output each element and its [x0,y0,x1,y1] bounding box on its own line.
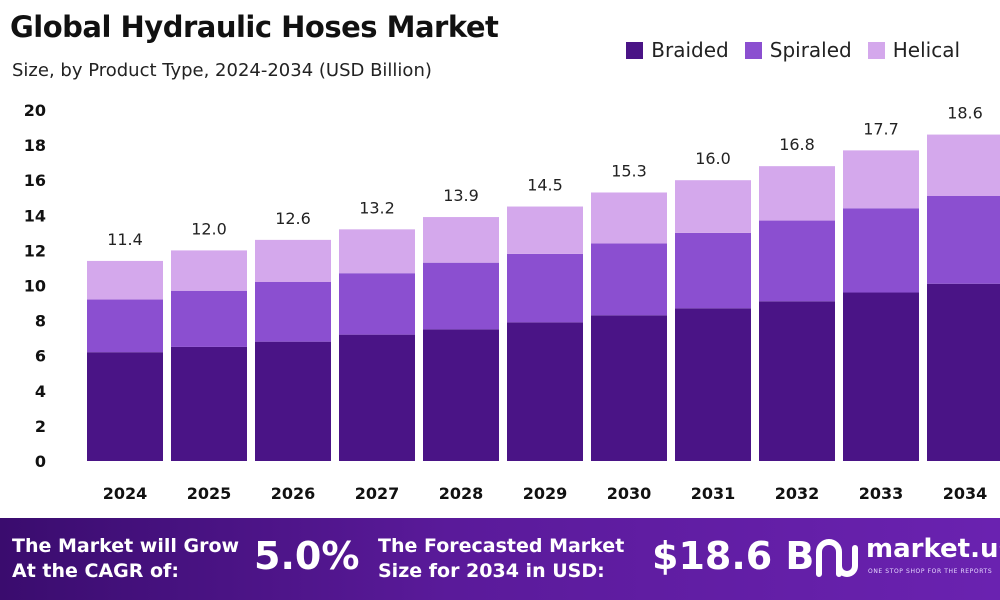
y-tick-label: 8 [35,312,46,331]
bar-segment-braided-2031 [675,308,751,461]
bar-segment-spiraled-2026 [255,281,331,342]
bar-segment-helical-2028 [423,217,499,263]
bar-segment-helical-2027 [339,229,415,274]
market-us-logo-icon [816,539,858,577]
legend-label-braided: Braided [651,38,729,62]
bar-segment-spiraled-2027 [339,273,415,335]
total-label-2030: 15.3 [611,161,647,180]
y-tick-label: 10 [24,277,46,296]
bar-segment-spiraled-2034 [927,195,1000,284]
y-tick-label: 16 [24,171,46,190]
bar-segment-braided-2034 [927,283,1000,461]
bar-segment-spiraled-2024 [87,299,163,353]
bar-segment-braided-2028 [423,329,499,461]
x-tick-label-2024: 2024 [103,484,148,503]
legend-swatch-helical [867,41,885,59]
bar-segment-spiraled-2028 [423,262,499,330]
bar-segment-braided-2029 [507,322,583,461]
legend-item-helical: Helical [867,38,960,62]
y-tick-label: 18 [24,136,46,155]
x-tick-label-2034: 2034 [943,484,988,503]
cagr-label: The Market will Grow At the CAGR of: [12,534,239,584]
stacked-bar-chart: 0 2 4 6 8 10 12 14 16 18 20 11.4 2024 12.0 2025 12.6 202… [24,101,1000,503]
legend-item-braided: Braided [626,38,729,62]
bar-segment-braided-2026 [255,341,331,461]
y-tick-label: 14 [24,206,46,225]
x-tick-label-2033: 2033 [859,484,904,503]
bar-segment-braided-2033 [843,292,919,461]
bar-segment-spiraled-2029 [507,253,583,323]
total-label-2026: 12.6 [275,209,311,228]
cagr-value: 5.0% [254,534,360,578]
brand-tagline: ONE STOP SHOP FOR THE REPORTS [868,568,993,575]
total-label-2033: 17.7 [863,119,899,138]
bar-segment-helical-2033 [843,150,919,209]
bar-segment-spiraled-2030 [591,243,667,316]
bar-segment-braided-2030 [591,315,667,461]
y-tick-label: 20 [24,101,46,120]
total-label-2027: 13.2 [359,198,395,217]
legend-label-spiraled: Spiraled [769,38,852,62]
y-tick-label: 2 [35,417,46,436]
bar-segment-helical-2029 [507,206,583,254]
x-tick-label-2029: 2029 [523,484,568,503]
bar-segment-spiraled-2025 [171,290,247,347]
total-label-2034: 18.6 [947,104,983,123]
y-tick-label: 12 [24,241,46,260]
total-label-2024: 11.4 [107,230,143,249]
chart-legend: Braided Spiraled Helical [626,38,960,62]
bar-segment-helical-2030 [591,192,667,244]
bar-segment-helical-2034 [927,134,1000,196]
bar-segment-braided-2025 [171,346,247,461]
legend-swatch-braided [626,41,644,59]
y-tick-label: 0 [35,452,46,471]
brand-name: market.us [866,534,1000,564]
cagr-label-line2: At the CAGR of: [12,560,179,582]
forecast-value: $18.6 B [652,534,815,578]
chart-subtitle: Size, by Product Type, 2024-2034 (USD Bi… [12,60,432,81]
bar-segment-helical-2024 [87,260,163,300]
bar-segment-helical-2025 [171,250,247,291]
y-tick-label: 4 [35,382,46,401]
y-tick-label: 6 [35,347,46,366]
bar-segment-spiraled-2032 [759,220,835,302]
bar-segment-helical-2031 [675,180,751,233]
x-tick-label-2030: 2030 [607,484,652,503]
bar-segment-braided-2032 [759,301,835,461]
cagr-label-line1: The Market will Grow [12,535,240,557]
x-tick-label-2031: 2031 [691,484,736,503]
x-tick-label-2025: 2025 [187,484,232,503]
forecast-label-line1: The Forecasted Market [378,535,625,557]
bar-segment-braided-2024 [87,352,163,461]
total-label-2032: 16.8 [779,135,815,154]
forecast-label-line2: Size for 2034 in USD: [378,560,605,582]
bar-segment-spiraled-2031 [675,232,751,309]
x-tick-label-2026: 2026 [271,484,316,503]
bar-segment-helical-2032 [759,166,835,221]
total-label-2031: 16.0 [695,149,731,168]
bar-segment-spiraled-2033 [843,208,919,293]
x-tick-label-2028: 2028 [439,484,484,503]
legend-label-helical: Helical [892,38,960,62]
total-label-2028: 13.9 [443,186,479,205]
chart-title: Global Hydraulic Hoses Market [10,10,499,44]
x-tick-label-2032: 2032 [775,484,820,503]
forecast-label: The Forecasted Market Size for 2034 in U… [378,534,624,584]
legend-item-spiraled: Spiraled [744,38,852,62]
bar-segment-braided-2027 [339,334,415,461]
total-label-2029: 14.5 [527,176,563,195]
x-tick-label-2027: 2027 [355,484,400,503]
footer-banner: The Market will Grow At the CAGR of: 5.0… [0,518,1000,600]
legend-swatch-spiraled [744,41,762,59]
bar-segment-helical-2026 [255,239,331,282]
total-label-2025: 12.0 [191,219,227,238]
